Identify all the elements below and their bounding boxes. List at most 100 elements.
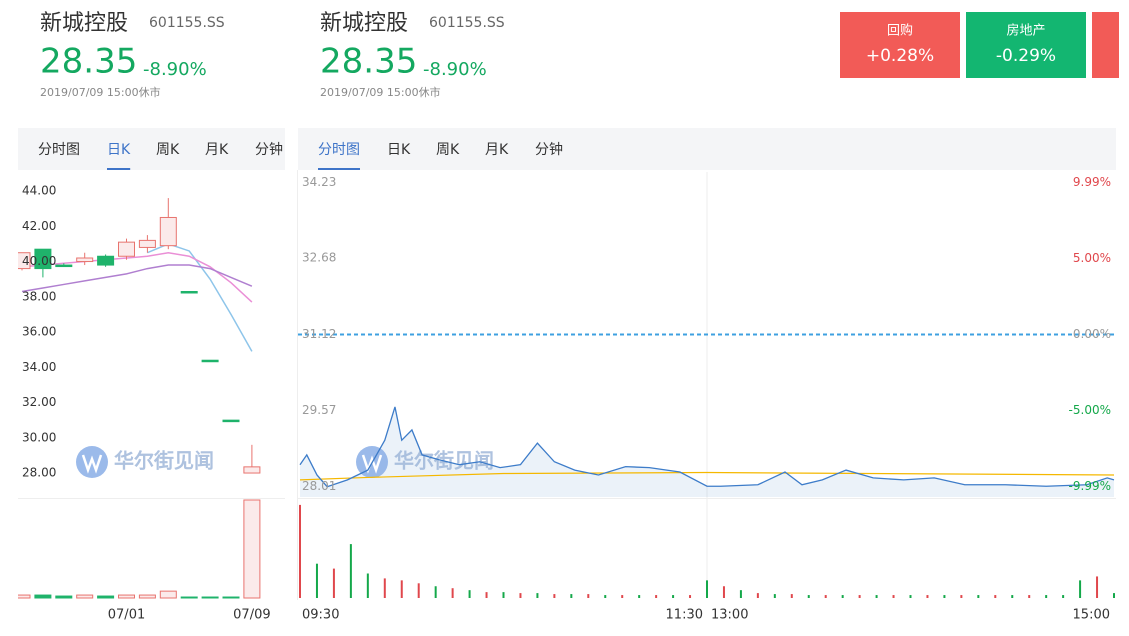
volume-bar bbox=[434, 586, 437, 598]
volume-bar bbox=[587, 594, 590, 598]
volume-bar bbox=[138, 594, 156, 599]
volume-bar bbox=[34, 594, 52, 599]
quote-time: 2019/07/09 15:00休市 bbox=[320, 85, 441, 99]
x-tick-label: 09:30 bbox=[302, 608, 339, 623]
y2-tick-label: 5.00% bbox=[1073, 251, 1111, 265]
moving-average-line bbox=[21, 264, 253, 293]
volume-bar bbox=[926, 595, 929, 598]
y2-tick-label: -5.00% bbox=[1069, 403, 1111, 417]
y-tick-label: 34.23 bbox=[302, 175, 336, 189]
y2-tick-label: 9.99% bbox=[1073, 175, 1111, 189]
stock-change: -8.90% bbox=[143, 59, 207, 80]
volume-bar bbox=[1028, 595, 1031, 598]
candle-body bbox=[18, 252, 31, 270]
volume-bar bbox=[739, 590, 742, 598]
quote-time: 2019/07/09 15:00休市 bbox=[40, 85, 161, 99]
volume-bar bbox=[621, 595, 624, 598]
volume-bar bbox=[604, 595, 607, 598]
candle-body bbox=[159, 216, 177, 247]
volume-bar bbox=[706, 580, 708, 598]
tab[interactable]: 周K bbox=[436, 142, 460, 158]
sector-change: -0.29% bbox=[996, 46, 1056, 66]
volume-bar bbox=[892, 595, 895, 598]
volume-bar bbox=[18, 594, 31, 599]
y2-tick-label: 0.00% bbox=[1073, 327, 1111, 341]
volume-bar bbox=[655, 595, 658, 598]
tab[interactable]: 日K bbox=[387, 142, 411, 158]
tab-underline bbox=[318, 168, 360, 170]
x-tick-label: 07/01 bbox=[108, 608, 145, 623]
x-tick-label: 07/09 bbox=[233, 608, 270, 623]
tab[interactable]: 月K bbox=[205, 142, 229, 158]
price-line bbox=[299, 406, 1115, 488]
tab[interactable]: 分时图 bbox=[38, 142, 80, 158]
y2-tick-label: -9.99% bbox=[1069, 479, 1111, 493]
watermark-icon-mark bbox=[81, 454, 103, 474]
watermark-icon-mark bbox=[361, 454, 383, 474]
stock-name: 新城控股 bbox=[320, 11, 408, 36]
y-tick-label: 28.00 bbox=[22, 466, 56, 480]
stock-code: 601155.SS bbox=[149, 15, 225, 31]
sector-tile[interactable] bbox=[1092, 12, 1129, 78]
tab[interactable]: 分时图 bbox=[318, 142, 360, 158]
tab[interactable]: 日K bbox=[107, 142, 131, 158]
tab-underline bbox=[107, 168, 131, 170]
stock-code: 601155.SS bbox=[429, 15, 505, 31]
volume-bar bbox=[909, 595, 912, 598]
candle-body bbox=[76, 257, 94, 263]
volume-bar bbox=[55, 595, 73, 599]
volume-bar bbox=[722, 586, 725, 598]
volume-bar bbox=[502, 592, 505, 598]
volume-bar bbox=[349, 544, 352, 598]
volume-bar bbox=[875, 595, 878, 598]
volume-bar bbox=[180, 596, 198, 599]
y-tick-label: 40.00 bbox=[22, 254, 56, 268]
volume-bar bbox=[841, 595, 844, 598]
volume-bar bbox=[383, 578, 386, 598]
volume-bar bbox=[553, 594, 556, 598]
y-tick-label: 44.00 bbox=[22, 184, 56, 198]
volume-bar bbox=[451, 588, 454, 598]
sector-tile[interactable]: 回购 +0.28% bbox=[840, 12, 960, 78]
stock-change: -8.90% bbox=[423, 59, 487, 80]
tab[interactable]: 分钟 bbox=[255, 141, 283, 158]
sector-tile-bg bbox=[840, 12, 960, 78]
volume-bar bbox=[790, 594, 793, 598]
volume-bar bbox=[536, 593, 539, 598]
x-tick-label: 15:00 bbox=[1073, 608, 1110, 623]
y-tick-label: 42.00 bbox=[22, 219, 56, 233]
daily-axis: 28.00 30.00 32.00 34.00 36.00 38.00 40.00 42.00… bbox=[22, 184, 271, 623]
volume-bar bbox=[417, 583, 420, 598]
moving-average-line bbox=[147, 243, 253, 352]
y-tick-label: 38.00 bbox=[22, 289, 56, 303]
volume-bar bbox=[366, 573, 369, 598]
sector-name: 回购 bbox=[887, 23, 913, 39]
intraday-chart: 09:30 11:30 13:00 15:00华尔街见闻28.0129.5731.12… bbox=[298, 172, 1116, 623]
tab-bar bbox=[18, 128, 285, 170]
volume-bar bbox=[807, 595, 810, 598]
volume-bar bbox=[97, 595, 115, 599]
volume-bar bbox=[222, 596, 240, 599]
sector-tile-bg bbox=[966, 12, 1086, 78]
tab[interactable]: 分钟 bbox=[535, 141, 563, 158]
tab[interactable]: 周K bbox=[156, 142, 180, 158]
volume-bar bbox=[689, 595, 692, 598]
tab[interactable]: 月K bbox=[485, 142, 509, 158]
candle-body bbox=[55, 264, 73, 268]
candle-body bbox=[243, 466, 261, 474]
volume-bar bbox=[570, 594, 573, 598]
x-tick-label: 13:00 bbox=[711, 608, 748, 623]
volume-bar bbox=[977, 595, 980, 598]
volume-bar bbox=[1079, 580, 1082, 598]
watermark-text: 华尔街见闻 bbox=[114, 449, 214, 473]
candle-body bbox=[222, 419, 240, 423]
candle-body bbox=[180, 290, 198, 294]
sector-tile[interactable]: 房地产 -0.29% bbox=[966, 12, 1086, 78]
x-tick-label: 11:30 bbox=[666, 608, 703, 623]
stock-price: 28.35 bbox=[320, 42, 417, 82]
sector-tiles: 回购 +0.28% 房地产 -0.29% bbox=[840, 12, 1129, 78]
y-tick-label: 34.00 bbox=[22, 360, 56, 374]
volume-bar bbox=[315, 563, 318, 598]
stock-price: 28.35 bbox=[40, 42, 137, 82]
